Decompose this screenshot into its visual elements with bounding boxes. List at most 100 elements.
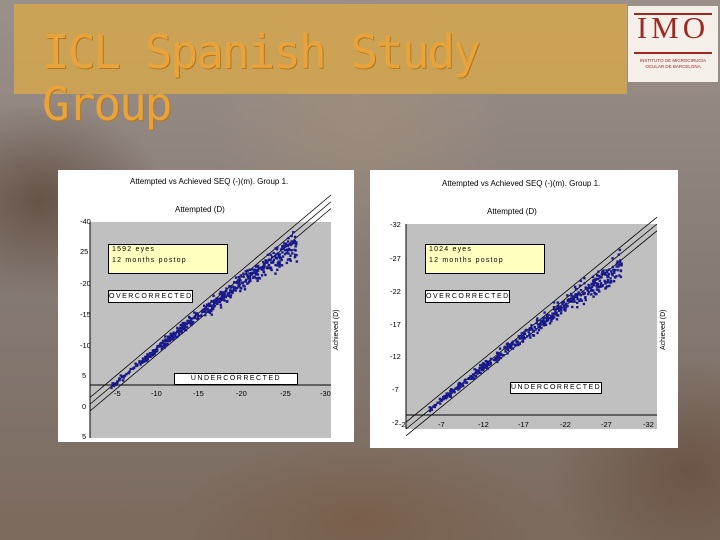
data-point [158, 343, 162, 346]
data-point [479, 371, 482, 375]
data-point [128, 370, 131, 374]
data-point [281, 244, 284, 248]
data-point [587, 283, 590, 287]
data-point [289, 259, 292, 262]
data-point [275, 257, 279, 260]
left-y-tick: -20 [80, 279, 91, 288]
data-point [482, 368, 485, 372]
data-point [599, 285, 602, 288]
data-point [590, 285, 593, 289]
data-point [288, 257, 291, 261]
data-point [253, 271, 257, 274]
data-point [551, 312, 554, 315]
data-point [578, 284, 582, 287]
data-point [524, 328, 528, 332]
data-point [583, 291, 586, 295]
data-point [290, 234, 293, 238]
data-point [445, 392, 448, 395]
data-point [276, 252, 280, 255]
data-point [230, 289, 233, 293]
data-point [252, 276, 255, 280]
data-point [557, 305, 560, 309]
data-point [269, 266, 272, 270]
data-point [604, 287, 607, 290]
data-point [504, 350, 507, 353]
data-point [190, 323, 193, 327]
data-point [467, 376, 471, 380]
right-undercorrected-label: UNDERCORRECTED [510, 382, 602, 394]
data-point [170, 337, 173, 341]
data-point [210, 306, 214, 310]
data-point [604, 281, 608, 284]
data-point [274, 247, 277, 250]
left-top-tick: -40 [80, 217, 91, 226]
data-point [208, 309, 212, 312]
data-point [432, 405, 435, 408]
data-point [146, 357, 149, 360]
data-point [180, 323, 184, 327]
data-point [564, 307, 567, 310]
data-point [469, 377, 472, 381]
data-point [600, 285, 604, 288]
data-point [583, 277, 586, 280]
data-point [150, 354, 153, 358]
data-point [211, 300, 214, 303]
left-x-tick: -15 [193, 389, 204, 398]
data-point [517, 334, 521, 338]
data-point [212, 294, 215, 298]
data-point [596, 282, 600, 286]
data-point [565, 305, 569, 308]
data-point [511, 340, 515, 343]
data-point [213, 299, 216, 302]
data-point [148, 351, 152, 355]
right-y-tick: -7 [392, 385, 399, 394]
left-chart-title: Attempted vs Achieved SEQ (-)(m). Group … [130, 177, 289, 186]
data-point [597, 270, 600, 273]
data-point [290, 240, 293, 243]
data-point [459, 383, 463, 387]
data-point [263, 264, 266, 267]
data-point [442, 396, 446, 399]
data-point [181, 321, 185, 325]
data-point [594, 277, 598, 281]
data-point [123, 374, 126, 378]
left-chart-xlabel: Attempted (D) [175, 205, 225, 214]
data-point [260, 268, 264, 271]
data-point [451, 390, 455, 393]
data-point [281, 251, 284, 254]
data-point [281, 246, 284, 249]
data-point [215, 301, 219, 304]
data-point [594, 281, 597, 285]
data-point [150, 353, 153, 356]
data-point [223, 293, 226, 296]
data-point [272, 258, 276, 262]
data-point [574, 293, 577, 296]
data-point [605, 269, 608, 272]
right-annotation-postop: 12 months postop [429, 257, 504, 264]
data-point [220, 291, 224, 295]
data-point [119, 374, 123, 377]
right-y-tick: -2 [392, 418, 399, 427]
right-x-tick: -32 [643, 420, 654, 429]
data-point [499, 352, 502, 356]
data-point [554, 310, 557, 313]
data-point [186, 319, 190, 323]
data-point [220, 296, 223, 299]
data-point [185, 325, 189, 329]
data-point [530, 327, 533, 330]
left-y-tick: 5 [82, 371, 87, 380]
data-point [283, 242, 286, 245]
left-x-tick: -30 [320, 389, 331, 398]
data-point [602, 269, 605, 272]
data-point [279, 248, 283, 251]
data-point [615, 262, 619, 265]
data-point [141, 357, 145, 360]
data-point [566, 294, 569, 297]
data-point [283, 248, 287, 252]
data-point [223, 291, 226, 295]
data-point [505, 343, 509, 346]
data-point [242, 275, 245, 279]
data-point [543, 322, 547, 326]
data-point [144, 359, 148, 363]
right-annotation-eyes: 1024 eyes [429, 246, 473, 253]
